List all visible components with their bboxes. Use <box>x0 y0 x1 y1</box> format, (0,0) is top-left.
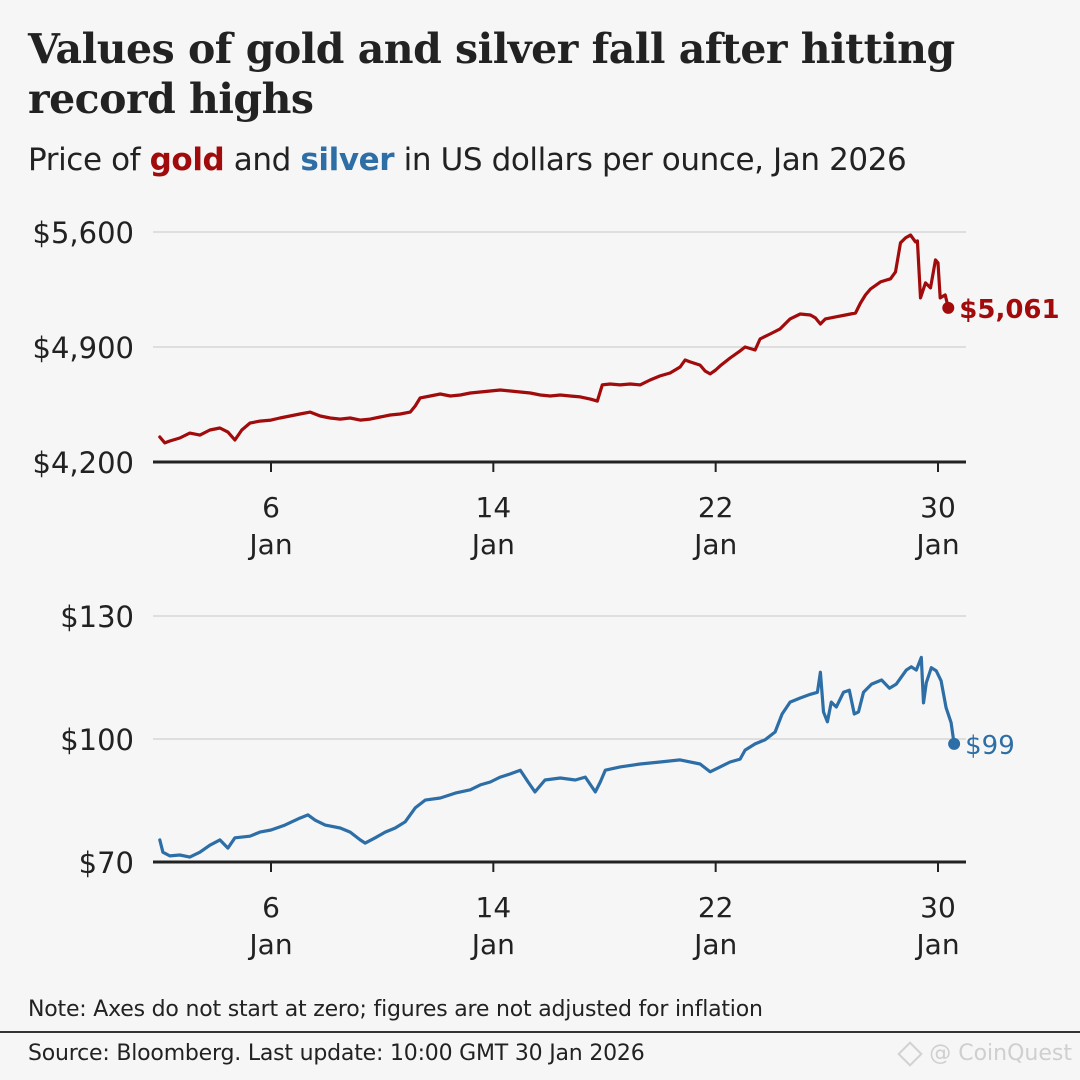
silver-price-line <box>158 655 956 859</box>
chart-source: Source: Bloomberg. Last update: 10:00 GM… <box>28 1041 645 1066</box>
silver-y-tick-label: $100 <box>60 723 134 757</box>
gold-x-tick-label-day: 6 <box>262 491 280 524</box>
footer-divider <box>0 1031 1080 1033</box>
chart-subtitle: Price of gold and silver in US dollars p… <box>28 140 907 180</box>
chart-title: Values of gold and silver fall after hit… <box>28 25 955 123</box>
watermark: @ CoinQuest <box>897 1040 1072 1067</box>
silver-x-tick-label-month: Jan <box>914 928 959 961</box>
subtitle-suffix: in US dollars per ounce, Jan 2026 <box>394 142 907 178</box>
gold-x-tick-label-month: Jan <box>470 528 515 561</box>
subtitle-prefix: Price of <box>28 142 150 178</box>
gold-x-tick-label-month: Jan <box>692 528 737 561</box>
gold-x-tick-label-month: Jan <box>914 528 959 561</box>
silver-end-marker <box>948 737 961 750</box>
silver-x-tick-label-month: Jan <box>470 928 515 961</box>
gold-x-tick-label-day: 30 <box>920 491 956 524</box>
gold-x-tick-label-month: Jan <box>247 528 292 561</box>
gold-y-tick-label: $4,900 <box>33 331 134 365</box>
silver-x-tick-label-day: 30 <box>920 891 956 924</box>
gold-end-label: $5,061 <box>959 295 1059 325</box>
watermark-text: @ CoinQuest <box>929 1041 1072 1066</box>
gold-end-marker <box>942 301 955 314</box>
gold-price-line <box>158 233 950 445</box>
silver-chart-panel: $70 $100 $130 6 Jan 14 Jan 22 Jan 30 Jan $99 <box>60 600 1015 961</box>
silver-y-tick-label: $70 <box>79 846 134 880</box>
gold-y-tick-label: $4,200 <box>33 446 134 480</box>
silver-y-tick-label: $130 <box>60 600 134 634</box>
silver-x-tick-label-month: Jan <box>692 928 737 961</box>
gold-y-tick-label: $5,600 <box>33 216 134 250</box>
silver-end-label: $99 <box>965 731 1015 761</box>
subtitle-silver-word: silver <box>300 142 395 178</box>
subtitle-middle: and <box>224 142 301 178</box>
subtitle-gold-word: gold <box>149 142 225 178</box>
chart-note: Note: Axes do not start at zero; figures… <box>28 997 763 1022</box>
silver-x-tick-label-day: 6 <box>262 891 280 924</box>
coinquest-logo-icon <box>897 1040 923 1067</box>
silver-x-tick-label-day: 22 <box>698 891 734 924</box>
gold-chart-panel: $4,200 $4,900 $5,600 6 Jan 14 Jan 22 Jan 30 Jan $5,… <box>33 216 1060 561</box>
silver-x-tick-label-day: 14 <box>476 891 512 924</box>
silver-x-tick-label-month: Jan <box>247 928 292 961</box>
gold-x-tick-label-day: 22 <box>698 491 734 524</box>
gold-x-tick-label-day: 14 <box>476 491 512 524</box>
